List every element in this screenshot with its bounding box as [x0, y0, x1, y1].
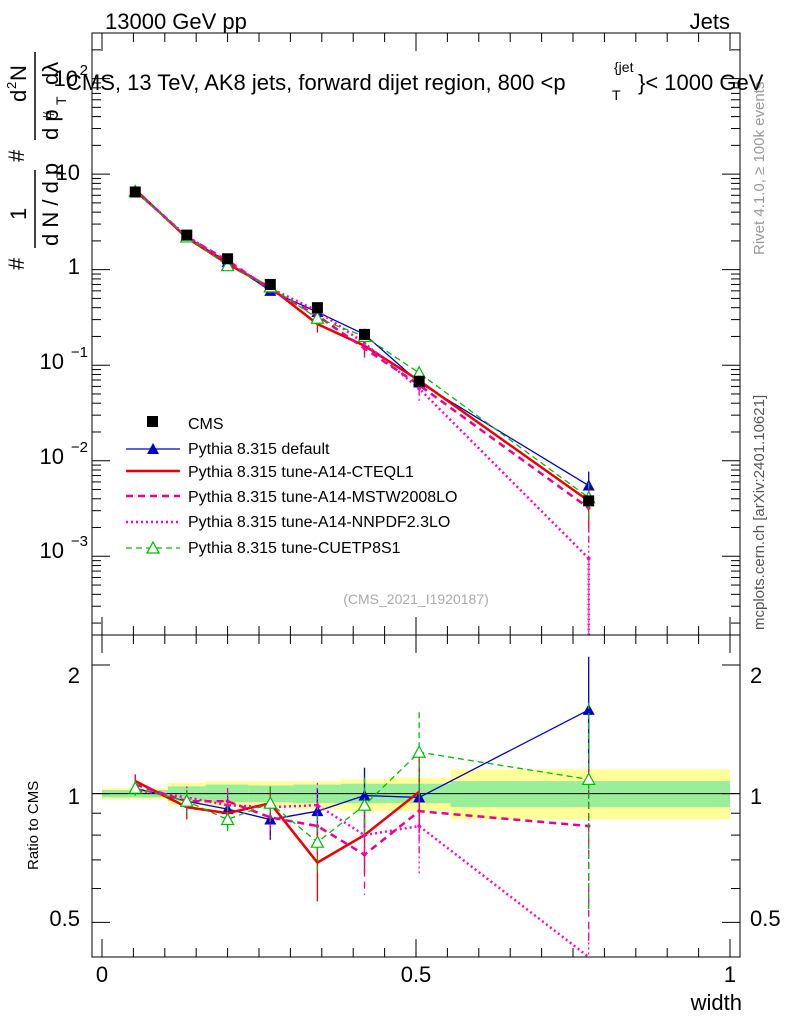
ratio-point-cuetp8s1: [220, 812, 235, 826]
ylabel-dlambda: dλ: [38, 62, 63, 85]
point-mstw: [362, 346, 367, 351]
y-tick-label-100: 10: [54, 66, 78, 91]
ratio-y-tick-labels: 2 1 0.5 2 1 0.5: [49, 663, 780, 931]
y-tick-exp-100: 2: [80, 62, 88, 79]
ratio-point-cuetp8s1: [412, 744, 427, 758]
ylabel-hash-2: #: [4, 149, 29, 162]
ratio-line-nnpdf: [135, 788, 590, 958]
ratio-point-nnpdf: [417, 824, 421, 828]
ratio-y-tick-label-2: 2: [68, 663, 80, 688]
ylabel-sup-2: 2: [4, 82, 19, 89]
header-right: Jets: [690, 9, 730, 34]
ratio-y-tick-label-1: 1: [68, 784, 80, 809]
point-cms: [413, 375, 425, 387]
ratio-point-mstw: [417, 809, 421, 813]
analysis-id: (CMS_2021_I1920187): [343, 591, 489, 607]
point-cms: [181, 229, 193, 241]
y-tick-label-10: 10: [56, 160, 80, 185]
ratio-ticks: [92, 635, 740, 957]
y-tick-exp-0p1: −1: [71, 344, 88, 361]
title-tail: }< 1000 GeV: [638, 70, 764, 95]
legend-label-mstw: Pythia 8.315 tune-A14-MSTW2008LO: [188, 489, 457, 506]
point-nnpdf: [586, 556, 591, 561]
point-cuetp8s1: [310, 311, 325, 324]
ylabel-dp: d p: [38, 109, 63, 140]
y-tick-exp-0p001: −3: [71, 533, 88, 550]
rivet-label: Rivet 4.1.0, ≥ 100k events: [751, 82, 768, 255]
ratio-point-cuetp8s1: [263, 795, 278, 809]
ratio-point-cuetp8s1: [581, 772, 596, 785]
ratio-point-nnpdf: [362, 833, 367, 837]
ratio-point-nnpdf: [315, 803, 320, 807]
title-sub: T: [612, 87, 621, 103]
point-nnpdf: [362, 341, 367, 345]
y-tick-exp-0p01: −2: [71, 439, 88, 456]
ratio-line-cuetp8s1: [135, 751, 589, 844]
x-tick-label-1: 1: [724, 962, 736, 987]
ratio-point-cuetp8s1: [357, 797, 372, 811]
ratio-content: [92, 656, 740, 958]
y-tick-label-0p001-base: 10: [40, 538, 64, 563]
ratio-y-tick-label-1-right: 1: [750, 784, 762, 809]
point-cuetp8s1: [220, 258, 235, 272]
plot-title: CMS, 13 TeV, AK8 jets, forward dijet reg…: [66, 59, 764, 103]
ratio-ylabel: Ratio to CMS: [25, 781, 42, 870]
ylabel-hash-1: #: [4, 257, 29, 270]
ratio-line-mstw: [134, 783, 589, 857]
legend-marker-default: [147, 443, 159, 454]
legend-label-nnpdf: Pythia 8.315 tune-A14-NNPDF2.3LO: [188, 514, 450, 531]
point-nnpdf: [417, 386, 421, 391]
y-tick-label-0p1: 10: [40, 349, 64, 374]
legend-label-cuetp8s1: Pythia 8.315 tune-CUETP8S1: [188, 540, 401, 557]
ylabel-n: N: [6, 65, 31, 81]
ratio-point-default: [358, 789, 371, 801]
legend-label-cms: CMS: [188, 416, 224, 433]
legend-label-default: Pythia 8.315 default: [188, 441, 330, 458]
ylabel-hash-3: #: [41, 111, 58, 120]
legend: CMS Pythia 8.315 default Pythia 8.315 tu…: [126, 416, 457, 557]
main-y-tick-labels: 10 2 10 1 10 −1 10 −2 −3 10 −3: [40, 62, 88, 563]
line-nnpdf: [134, 190, 590, 560]
ylabel-t-sub-1: T: [53, 169, 69, 178]
ylabel-dn-dpt: d N / d p: [38, 163, 63, 246]
ratio-point-mstw: [225, 799, 230, 804]
x-tick-label-0: 0: [96, 962, 108, 987]
x-axis-label: width: [690, 990, 742, 1015]
ratio-point-default: [582, 703, 595, 715]
ratio-point-cuetp8s1: [128, 780, 143, 794]
ylabel-t-sub-2: T: [53, 96, 69, 105]
point-cms: [359, 328, 371, 340]
ylabel-one: 1: [6, 208, 31, 220]
ratio-y-tick-label-2-right: 2: [750, 663, 762, 688]
legend-marker-cuetp8s1: [145, 540, 161, 554]
ratio-point-cuetp8s1: [179, 794, 194, 807]
ylabel-d2: d: [6, 90, 31, 102]
mcplots-label: mcplots.cern.ch [arXiv:2401.10621]: [751, 395, 768, 630]
legend-label-cteql1: Pythia 8.315 tune-A14-CTEQL1: [188, 464, 414, 481]
ratio-line-default: [135, 709, 589, 821]
main-ylabel: # 1 d N / d p T # d 2 N d p T # dλ: [4, 52, 69, 270]
legend-marker-cms: [147, 416, 158, 427]
main-ticks: [92, 32, 740, 635]
ratio-point-cuetp8s1: [310, 834, 325, 848]
y-tick-label-0p01: 10: [40, 444, 64, 469]
main-content: [128, 184, 596, 635]
point-cms: [311, 302, 323, 314]
header-left: 13000 GeV pp: [105, 9, 247, 34]
point-cms: [264, 278, 276, 290]
line-cuetp8s1: [134, 190, 590, 499]
x-tick-label-0p5: 0.5: [401, 962, 432, 987]
line-mstw: [134, 189, 590, 510]
y-tick-label-1: 1: [68, 254, 80, 279]
point-cms: [222, 253, 234, 265]
ratio-point-default: [311, 805, 324, 817]
ratio-y-tick-label-0p5: 0.5: [49, 906, 80, 931]
title-main: CMS, 13 TeV, AK8 jets, forward dijet reg…: [66, 70, 566, 95]
point-cms: [583, 495, 595, 507]
ratio-y-tick-label-0p5-right: 0.5: [750, 906, 781, 931]
title-sup: {jet: [614, 59, 634, 75]
x-tick-labels: 0 0.5 1: [96, 962, 736, 987]
point-cms: [129, 186, 141, 198]
